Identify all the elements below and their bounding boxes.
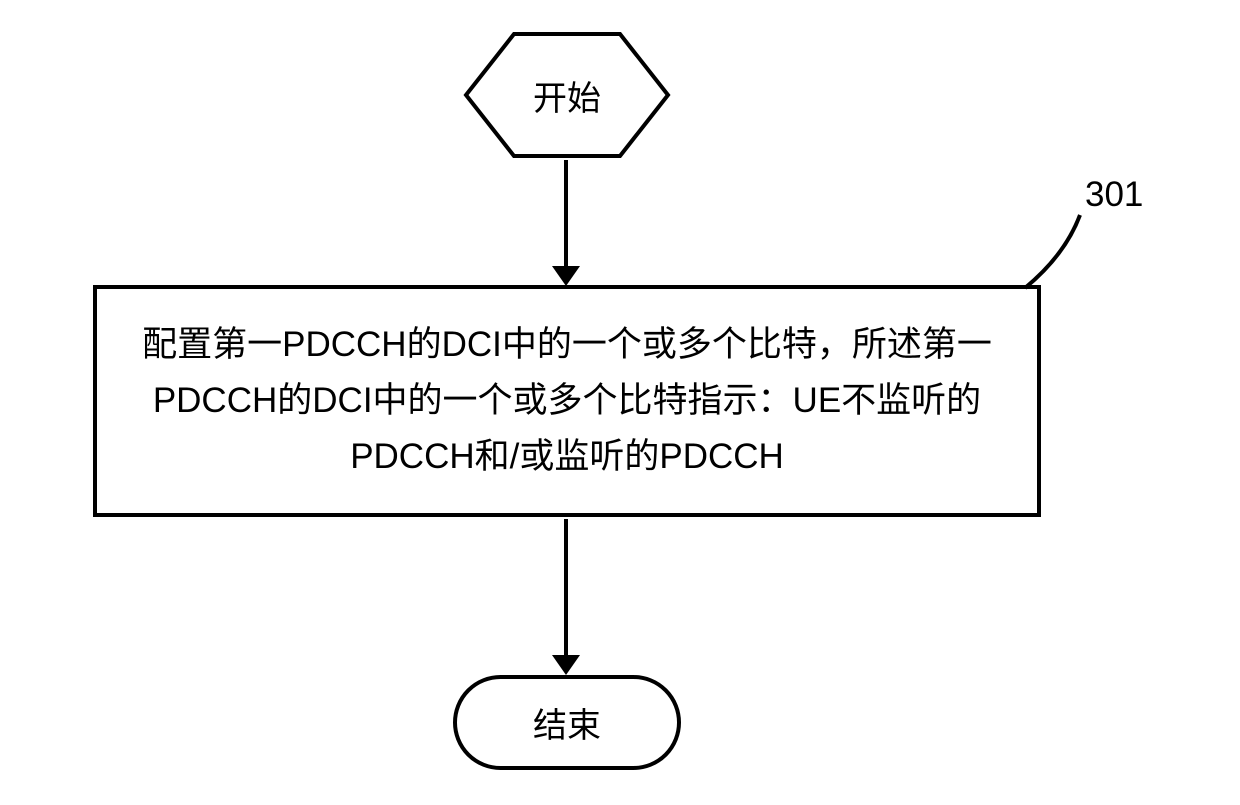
process-label: 配置第一PDCCH的DCI中的一个或多个比特，所述第一PDCCH的DCI中的一个… [127, 317, 1007, 485]
reference-label-301: 301 [1085, 175, 1143, 215]
arrow-head-2 [552, 655, 580, 675]
end-label: 结束 [533, 698, 601, 747]
start-label: 开始 [533, 71, 601, 120]
end-node: 结束 [453, 675, 681, 770]
flowchart-container: 开始 配置第一PDCCH的DCI中的一个或多个比特，所述第一PDCCH的DCI中… [0, 0, 1240, 805]
edge-start-process [564, 160, 568, 270]
reference-connector [1010, 210, 1090, 295]
process-node-301: 配置第一PDCCH的DCI中的一个或多个比特，所述第一PDCCH的DCI中的一个… [93, 285, 1041, 517]
arrow-head-1 [552, 266, 580, 286]
edge-process-end [564, 519, 568, 659]
start-node: 开始 [462, 30, 672, 160]
